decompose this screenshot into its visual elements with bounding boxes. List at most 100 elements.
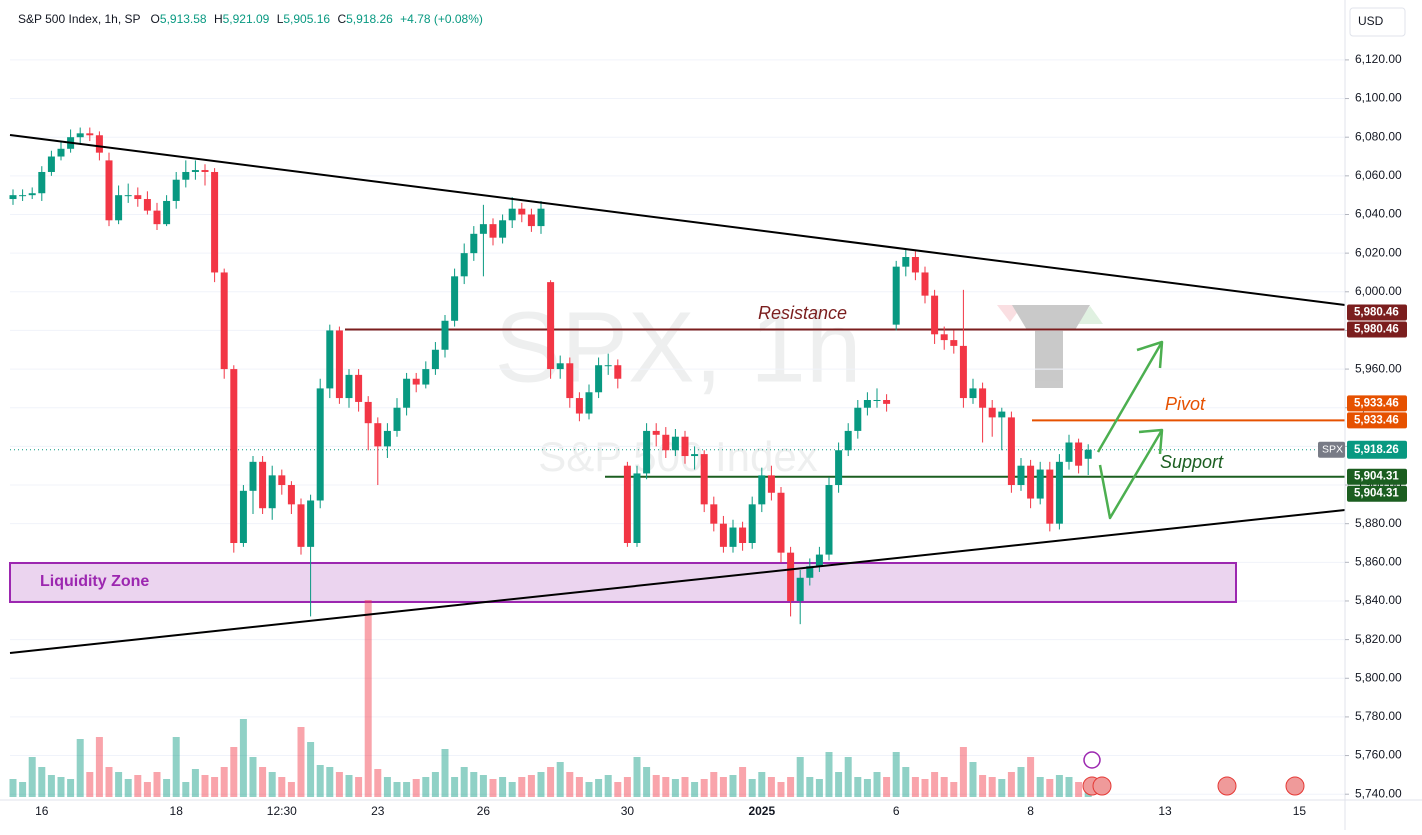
candle-body [1007,417,1015,486]
candle-body [76,133,84,138]
volume-bar [854,777,862,797]
candle-body [28,193,36,196]
candle-body [364,401,372,424]
volume-bar [547,767,555,797]
logo-part [1077,306,1103,324]
volume-bar [595,779,603,797]
symbol-box [1318,441,1345,458]
candle-body [489,224,497,238]
candle-body [575,398,583,414]
volume-bar [825,752,833,797]
candle-body [585,392,593,414]
y-tick-label: 6,020.00 [1355,245,1402,259]
volume-bar [143,782,151,797]
candle-body [652,430,660,435]
candle-body [1027,465,1035,499]
candle-body [201,170,209,172]
candle-body [902,257,910,267]
y-tick-label: 6,100.00 [1355,91,1402,105]
candle-body [259,461,267,509]
candle-body [508,208,516,221]
arrow-head [1138,428,1164,455]
candle-body [57,148,65,157]
level-price-box [1347,304,1407,321]
volume-bar [604,775,612,797]
volume-bar [76,739,84,797]
candle-body [134,195,142,200]
volume-bar [211,777,219,797]
volume-bar [614,782,622,797]
volume-bar [566,772,574,797]
volume-bar [374,769,382,797]
candle-body [623,465,631,543]
volume-bar [249,757,257,797]
candle-body [441,320,449,350]
level-name: Resistance [758,303,847,323]
y-tick-label: 6,000.00 [1355,284,1402,298]
volume-bar [19,782,27,797]
candle-body [355,374,363,402]
arrow-head [1136,340,1164,369]
volume-bar [979,775,987,797]
volume-bar [134,775,142,797]
volume-bar [479,775,487,797]
y-tick-label: 5,840.00 [1355,593,1402,607]
candle-body [931,295,939,335]
volume-bar [700,779,708,797]
volume-bar [191,769,199,797]
volume-bar [969,762,977,797]
x-tick-label: 13 [1158,804,1172,818]
volume-bar [959,747,967,797]
x-tick-label: 23 [371,804,385,818]
candle-body [278,475,286,486]
volume-bar [652,775,660,797]
volume-bar [1007,772,1015,797]
volume-bar [527,775,535,797]
volume-bar [259,767,267,797]
candle-body [1075,442,1083,466]
candle-body [921,272,929,296]
candle-body [998,411,1006,418]
volume-bar [297,727,305,797]
volume-bar [835,772,843,797]
candle-body [172,179,180,201]
candle-body [115,195,123,221]
ohlc-value: 5,913.58 [159,12,207,26]
level-price-label: 5,980.46 [1354,324,1399,336]
candle-body [307,500,315,547]
candle-body [383,430,391,447]
volume-bar [28,757,36,797]
x-tick-label: 12:30 [267,804,297,818]
candle-body [940,334,948,341]
volume-bar [239,719,247,797]
volume-bar [172,737,180,797]
candle-body [979,388,987,408]
candle-body [911,257,919,273]
volume-bar [623,777,631,797]
volume-bar [403,782,411,797]
volume-bar [911,777,919,797]
x-tick-label: 18 [170,804,184,818]
level-name: Pivot [1165,394,1206,414]
volume-bar [940,777,948,797]
volume-bar [67,779,75,797]
volume-bar [537,772,545,797]
candle-body [1046,469,1054,524]
level-price-box [1347,485,1407,502]
level-price-label: 5,933.46 [1354,397,1399,409]
volume-bar [124,779,132,797]
currency: USD [1358,14,1384,28]
candle-body [393,407,401,431]
event-icons [1082,751,1305,796]
candle-body [892,266,900,325]
logo-part [1035,330,1063,388]
candle-body [297,504,305,547]
volume-bar [345,775,353,797]
currency-button[interactable] [1349,7,1406,37]
volume-bar [57,777,65,797]
level-price-label: 5,904.31 [1354,488,1399,500]
volume-bar [287,782,295,797]
candle-body [739,527,747,543]
candle-body [883,400,891,404]
